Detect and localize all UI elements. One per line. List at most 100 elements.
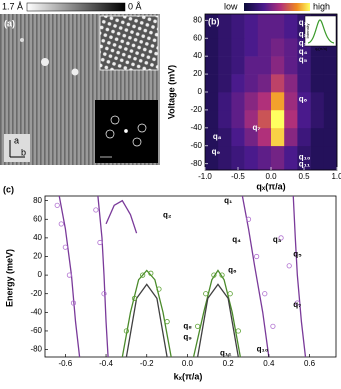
inset-curve [307, 19, 335, 44]
defect [71, 68, 79, 76]
heat-cell [205, 74, 219, 93]
annotation: q₇ [293, 300, 301, 309]
heat-cell [218, 92, 232, 111]
x-tick-label: -0.6 [58, 359, 72, 368]
x-tick-label: 0.5 [298, 172, 310, 181]
heat-cell [231, 56, 245, 75]
annotation: q₆ [299, 94, 308, 103]
heat-cell [231, 38, 245, 57]
y-tick-label: 40 [193, 51, 202, 60]
y-tick-label: -40 [190, 123, 202, 132]
y-tick-label: -20 [30, 289, 42, 298]
data-point [211, 272, 217, 278]
heat-cell [297, 127, 311, 147]
annotation: q₁ [224, 196, 233, 205]
fft-spots [100, 115, 147, 158]
colorbar [244, 3, 310, 11]
data-point [254, 253, 260, 260]
data-point [294, 300, 300, 306]
data-point [270, 323, 276, 329]
heat-cell [244, 14, 259, 39]
annotation: q₁ [299, 18, 308, 27]
heat-cell [323, 56, 338, 75]
heat-cell [323, 92, 338, 111]
defect [20, 38, 24, 42]
x-tick-label: -0.4 [99, 359, 113, 368]
heat-cell [205, 14, 219, 39]
annotation: q₄ [232, 235, 241, 244]
heat-cell [257, 74, 272, 93]
data-point [262, 291, 268, 297]
y-tick-label: 20 [33, 252, 42, 261]
heat-cell [284, 14, 298, 39]
heat-cell [271, 38, 285, 57]
heat-cell [323, 127, 338, 147]
annotation: q₇ [253, 123, 261, 132]
heat-cell [284, 109, 298, 129]
heat-cell [205, 145, 219, 171]
data-point [235, 328, 241, 334]
y-tick-label: 60 [33, 214, 42, 223]
heat-cell [310, 127, 325, 147]
x-tick-label: 0.4 [263, 359, 275, 368]
data-point [54, 202, 60, 208]
x-tick-label: -0.2 [140, 359, 154, 368]
annotation: q₃ [273, 235, 282, 244]
data-point [164, 319, 170, 325]
defect [41, 58, 49, 66]
colorbar-high: high [313, 1, 330, 11]
axis-b: b [21, 147, 26, 157]
y-tick-label: 80 [33, 196, 42, 205]
colorbar [26, 2, 126, 12]
heat-cell [284, 56, 298, 75]
heat-cell [244, 145, 259, 171]
heat-cell [218, 14, 232, 39]
y-tick-label: 0 [38, 270, 43, 279]
axis-arrows [9, 140, 25, 158]
data-point [278, 235, 284, 241]
x-tick-label: -1.0 [198, 172, 212, 181]
band-curve [292, 195, 307, 358]
axis-a: a [14, 135, 19, 145]
frame [44, 195, 337, 358]
heat-cell [205, 92, 219, 111]
colorbar-min: 0 Å [128, 1, 142, 11]
annotation: q₉ [212, 147, 221, 156]
annotation: q₉ [183, 333, 192, 342]
annotation: q₄ [299, 47, 308, 56]
heat-cell [257, 145, 272, 171]
data-point [66, 272, 73, 278]
heat-cell [231, 145, 245, 171]
data-point [219, 272, 225, 278]
data-point [70, 300, 77, 306]
panel-label: (c) [3, 184, 14, 194]
annotation: q₂ [299, 30, 308, 39]
data-point [93, 207, 99, 213]
annotation: q₁₀ [257, 345, 269, 354]
data-point [286, 263, 292, 269]
colorbar-max: 1.7 Å [2, 1, 23, 11]
heat-cell [257, 127, 272, 147]
x-tick-label: 0.0 [182, 359, 194, 368]
x-axis-title: qₓ(π/a) [256, 181, 285, 191]
data-point [148, 270, 154, 276]
y-tick-label: -80 [190, 159, 202, 168]
colorbar-low: low [224, 1, 238, 11]
heat-cell [271, 127, 285, 147]
x-tick-label: 0.0 [265, 172, 277, 181]
data-point [227, 291, 233, 297]
heat-cell [284, 74, 298, 93]
band-curve [196, 283, 239, 358]
data-point [140, 272, 146, 278]
heat-cell [271, 74, 285, 93]
band-curve [125, 283, 168, 358]
data-point [123, 328, 129, 334]
heat-cell [205, 109, 219, 129]
heat-cell [310, 145, 325, 171]
heat-cell [231, 127, 245, 147]
band-curve [192, 269, 241, 358]
heat-cell [284, 38, 298, 57]
annotation: q₈ [213, 132, 222, 141]
band-curve [105, 199, 138, 234]
